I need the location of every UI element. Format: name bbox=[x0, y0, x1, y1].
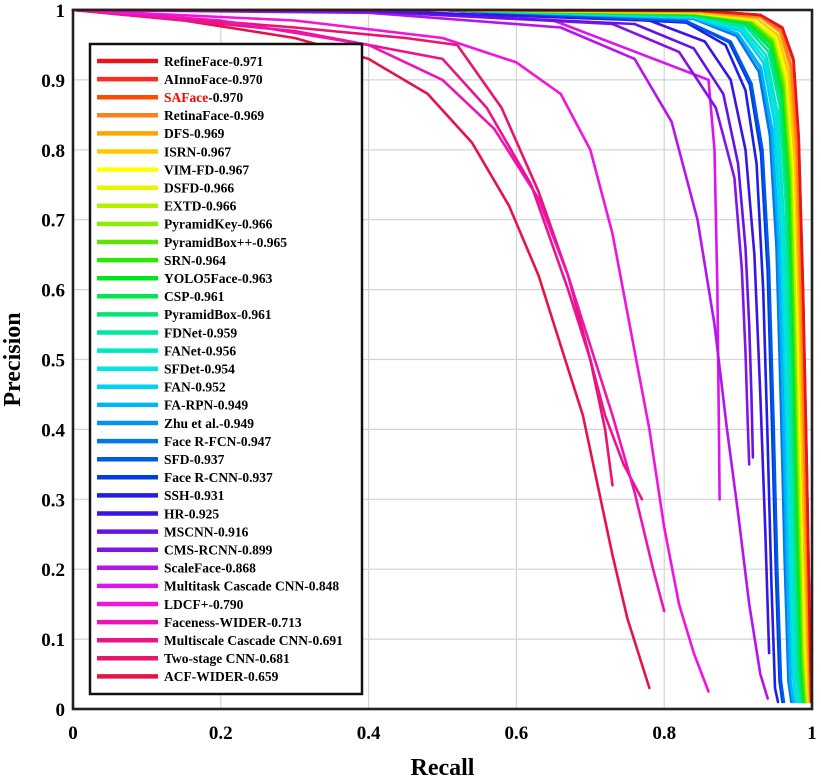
legend-entry: FDNet-0.959 bbox=[164, 325, 237, 340]
series-line bbox=[71, 8, 651, 690]
series-line bbox=[71, 8, 710, 693]
curves bbox=[71, 8, 813, 704]
y-tick-label: 0.5 bbox=[41, 351, 65, 372]
legend-entry: LDCF+-0.790 bbox=[164, 597, 244, 612]
y-tick-label: 0.6 bbox=[41, 281, 65, 302]
legend-entry: DFS-0.969 bbox=[164, 126, 225, 141]
x-tick-label: 0.4 bbox=[357, 723, 381, 744]
legend-entry: AInnoFace-0.970 bbox=[164, 72, 263, 87]
y-axis-label: Precision bbox=[0, 312, 26, 406]
x-tick-label: 1 bbox=[807, 723, 817, 744]
legend-entry: FA-RPN-0.949 bbox=[164, 398, 248, 413]
legend-entry: CMS-RCNN-0.899 bbox=[164, 543, 273, 558]
tick-labels: 0 0.2 0.4 0.6 0.8 1 0 0.1 0.2 0.3 0.4 0.5 0.6 0.7 0.8 0… bbox=[41, 1, 817, 744]
y-tick-label: 0.8 bbox=[41, 141, 65, 162]
legend-entry: VIM-FD-0.967 bbox=[164, 162, 249, 177]
legend-entry: MSCNN-0.916 bbox=[164, 524, 249, 539]
legend-entry: SFDet-0.954 bbox=[164, 362, 235, 377]
legend-entry: Faceness-WIDER-0.713 bbox=[164, 615, 302, 630]
y-tick-label: 1 bbox=[56, 1, 66, 22]
legend-entry: YOLO5Face-0.963 bbox=[164, 271, 273, 286]
legend-entry: Zhu et al.-0.949 bbox=[164, 416, 254, 431]
y-tick-label: 0.7 bbox=[41, 211, 65, 232]
x-tick-label: 0.8 bbox=[652, 723, 676, 744]
legend-entries: RefineFace-0.971 AInnoFace-0.970 SAFace-0.… bbox=[97, 54, 343, 684]
legend-entry: ACF-WIDER-0.659 bbox=[164, 669, 279, 684]
series-line bbox=[71, 8, 771, 655]
legend-entry: Face R-CNN-0.937 bbox=[164, 470, 273, 485]
legend-entry: PyramidKey-0.966 bbox=[164, 217, 273, 232]
legend-entry: EXTD-0.966 bbox=[164, 199, 237, 214]
legend-entry: Multiscale Cascade CNN-0.691 bbox=[164, 633, 343, 648]
legend-entry: HR-0.925 bbox=[164, 506, 219, 521]
series-line bbox=[71, 8, 769, 700]
legend-entry: SAFace-0.970 bbox=[164, 90, 243, 105]
series-line bbox=[71, 8, 614, 487]
legend-entry: Face R-FCN-0.947 bbox=[164, 434, 271, 449]
legend-entry: FANet-0.956 bbox=[164, 343, 236, 358]
x-tick-label: 0.6 bbox=[505, 723, 529, 744]
legend-entry: ISRN-0.967 bbox=[164, 144, 231, 159]
legend: RefineFace-0.971 AInnoFace-0.970 SAFace-0.… bbox=[88, 42, 364, 696]
legend-entry: Multitask Cascade CNN-0.848 bbox=[164, 579, 339, 594]
legend-entry: SSH-0.931 bbox=[164, 488, 225, 503]
y-tick-label: 0.3 bbox=[41, 490, 65, 511]
series-line bbox=[71, 8, 786, 704]
legend-entry: RetinaFace-0.969 bbox=[164, 108, 264, 123]
y-tick-label: 0.9 bbox=[41, 71, 65, 92]
legend-entry: PyramidBox-0.961 bbox=[164, 307, 272, 322]
legend-entry: ScaleFace-0.868 bbox=[164, 561, 256, 576]
x-tick-label: 0 bbox=[68, 723, 78, 744]
plot-frame bbox=[71, 8, 814, 711]
legend-entry: SRN-0.964 bbox=[164, 253, 226, 268]
x-axis-label: Recall bbox=[411, 755, 475, 779]
series-line bbox=[552, 19, 721, 501]
legend-entry: DSFD-0.966 bbox=[164, 181, 234, 196]
legend-entry: Two-stage CNN-0.681 bbox=[164, 651, 290, 666]
legend-entry: FAN-0.952 bbox=[164, 380, 226, 395]
legend-entry: SFD-0.937 bbox=[164, 452, 225, 467]
y-tick-label: 0.2 bbox=[41, 560, 65, 581]
series-line bbox=[71, 8, 755, 459]
series-line bbox=[71, 8, 666, 613]
x-tick-label: 0.2 bbox=[209, 723, 233, 744]
y-tick-label: 0 bbox=[56, 700, 66, 721]
y-tick-label: 0.4 bbox=[41, 420, 65, 441]
y-tick-label: 0.1 bbox=[41, 630, 65, 651]
legend-entry: RefineFace-0.971 bbox=[164, 54, 264, 69]
legend-entry: CSP-0.961 bbox=[164, 289, 225, 304]
legend-entry: PyramidBox++-0.965 bbox=[164, 235, 287, 250]
